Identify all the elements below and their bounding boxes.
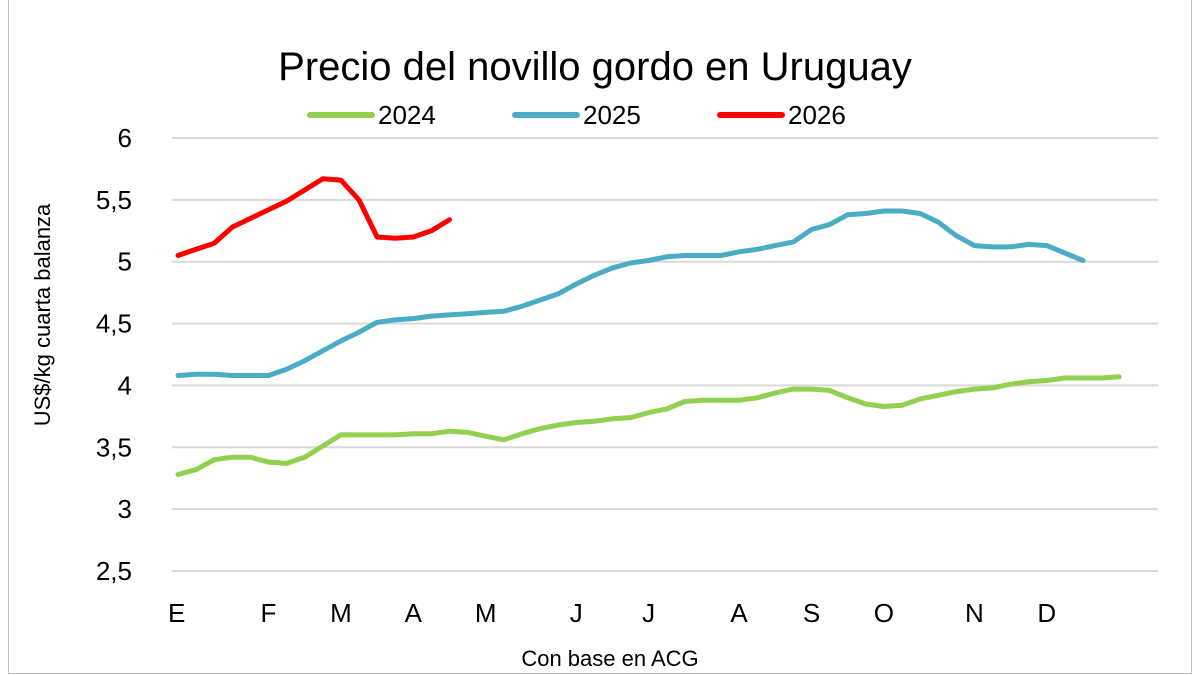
y-axis-ticks: 2,5 3 3,5 4 4,5 5 5,5 6 [96, 123, 132, 586]
x-tick-label: J [570, 598, 583, 628]
x-tick-label: J [642, 598, 655, 628]
legend-label-2025: 2025 [583, 100, 641, 130]
x-tick-label: M [330, 598, 352, 628]
x-tick-label: A [405, 598, 423, 628]
y-tick-label: 3 [118, 494, 132, 524]
x-tick-label: E [168, 598, 185, 628]
y-tick-label: 6 [118, 123, 132, 153]
x-axis-label: Con base en ACG [521, 646, 698, 671]
y-tick-label: 4,5 [96, 309, 132, 339]
legend: 2024 2025 2026 [307, 100, 846, 130]
y-tick-label: 5 [118, 247, 132, 277]
x-tick-label: O [874, 598, 894, 628]
x-tick-label: A [730, 598, 748, 628]
chart-title: Precio del novillo gordo en Uruguay [278, 45, 912, 89]
y-tick-label: 5,5 [96, 185, 132, 215]
y-axis-label: US$/kg cuarta balanza [30, 203, 55, 426]
chart-frame [8, 0, 1192, 674]
legend-label-2024: 2024 [378, 100, 436, 130]
x-tick-label: D [1037, 598, 1056, 628]
series-lines [175, 176, 1122, 477]
x-tick-label: S [803, 598, 820, 628]
legend-label-2026: 2026 [788, 100, 846, 130]
x-tick-label: N [965, 598, 984, 628]
series-line-2024 [175, 374, 1122, 477]
series-line-2025 [175, 208, 1086, 378]
x-tick-label: M [475, 598, 497, 628]
series-line-2026 [175, 176, 452, 258]
y-tick-label: 2,5 [96, 556, 132, 586]
gridlines [172, 137, 1158, 572]
x-tick-label: F [261, 598, 277, 628]
y-tick-label: 3,5 [96, 432, 132, 462]
y-tick-label: 4 [118, 370, 132, 400]
